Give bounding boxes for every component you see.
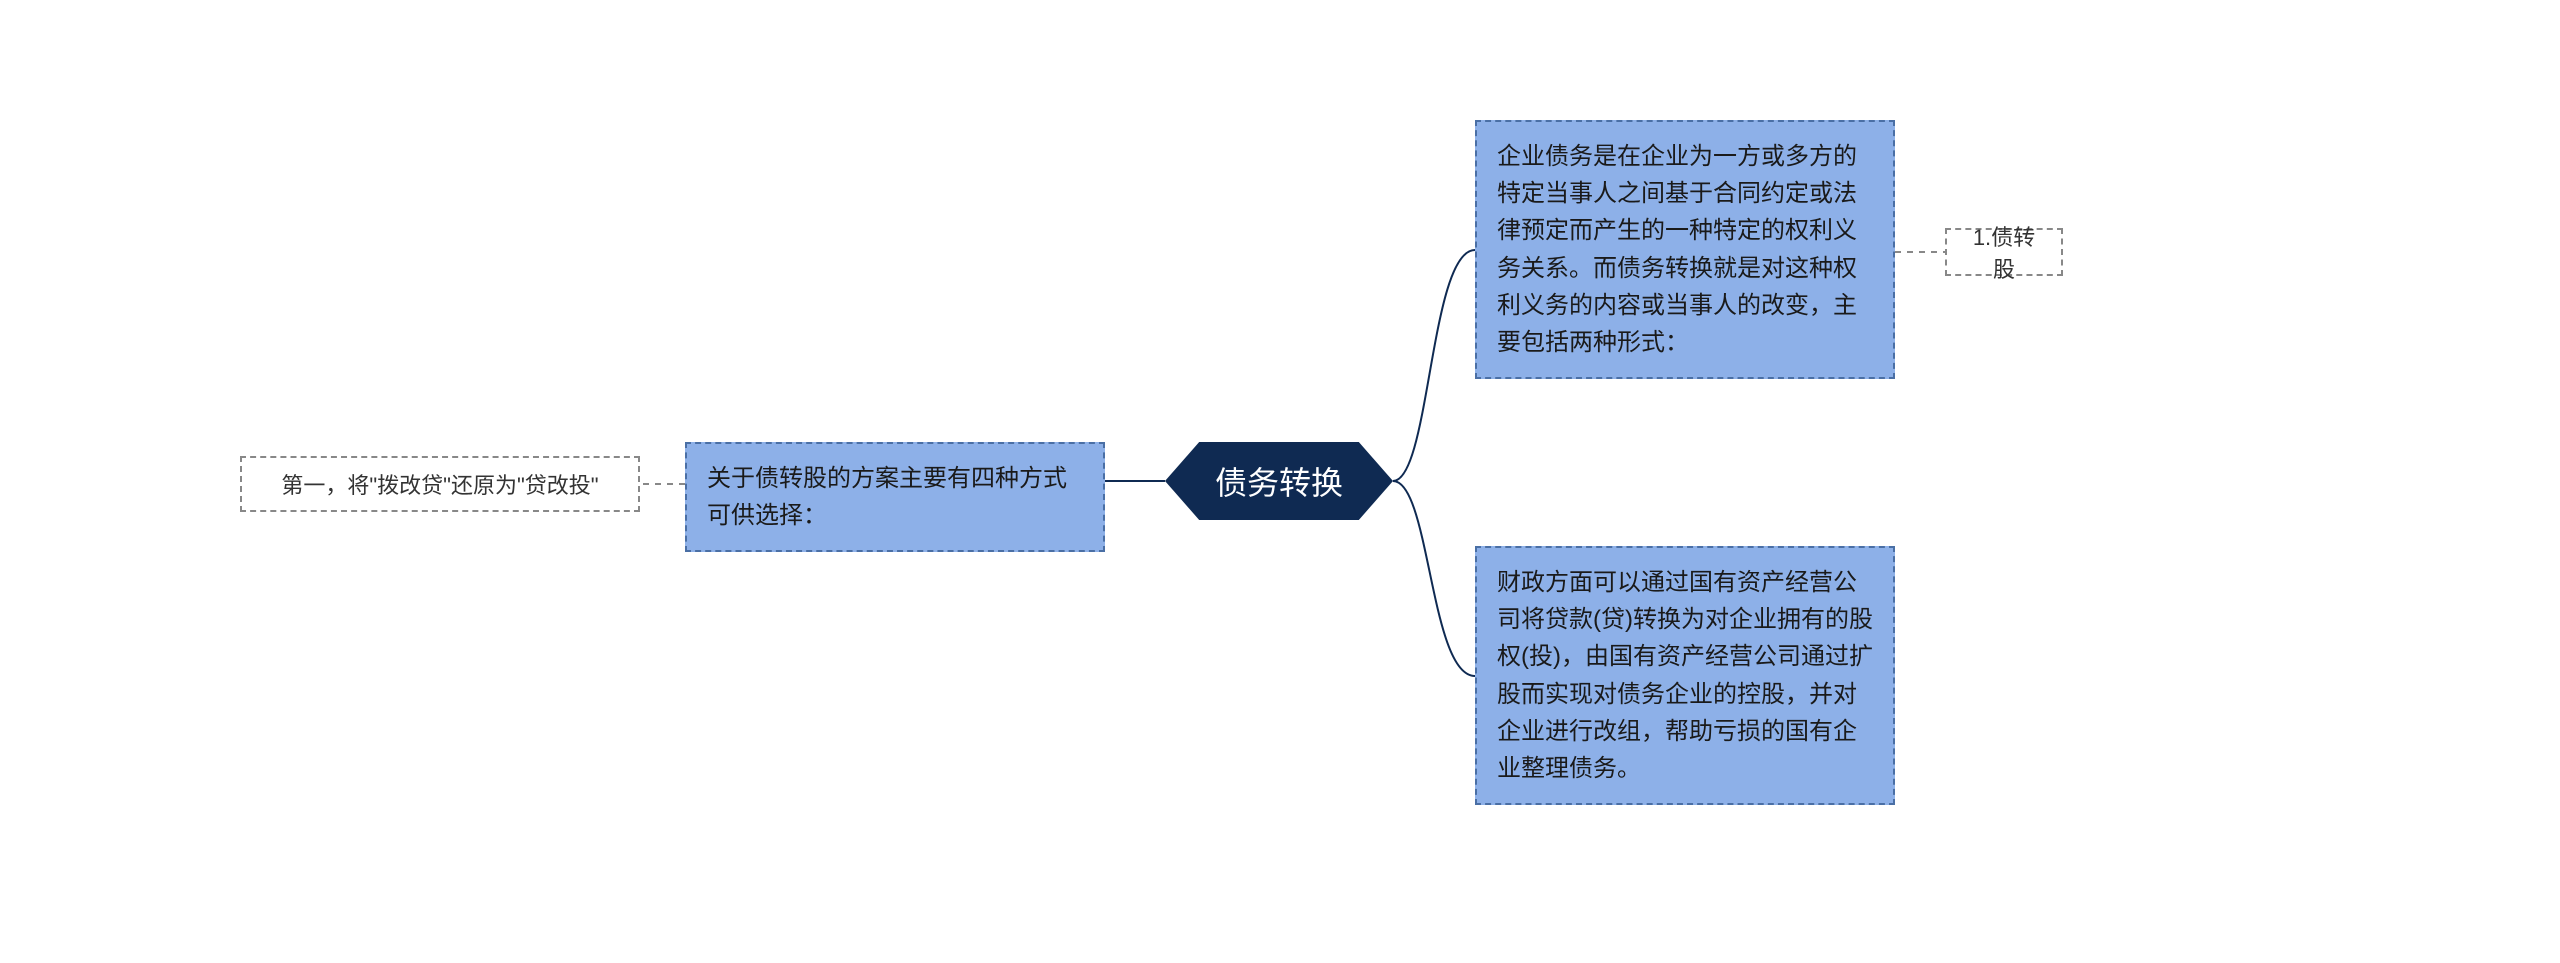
center-node: 债务转换 <box>1165 442 1393 520</box>
node-right-blue-bottom: 财政方面可以通过国有资产经营公司将贷款(贷)转换为对企业拥有的股权(投)，由国有… <box>1475 546 1895 805</box>
node-left-blue: 关于债转股的方案主要有四种方式可供选择： <box>685 442 1105 552</box>
node-right-white: 1.债转股 <box>1945 228 2063 276</box>
node-left-white: 第一，将"拨改贷"还原为"贷改投" <box>240 456 640 512</box>
node-right-blue-top: 企业债务是在企业为一方或多方的特定当事人之间基于合同约定或法律预定而产生的一种特… <box>1475 120 1895 379</box>
mindmap-canvas: 债务转换 关于债转股的方案主要有四种方式可供选择： 第一，将"拨改贷"还原为"贷… <box>0 0 2560 963</box>
